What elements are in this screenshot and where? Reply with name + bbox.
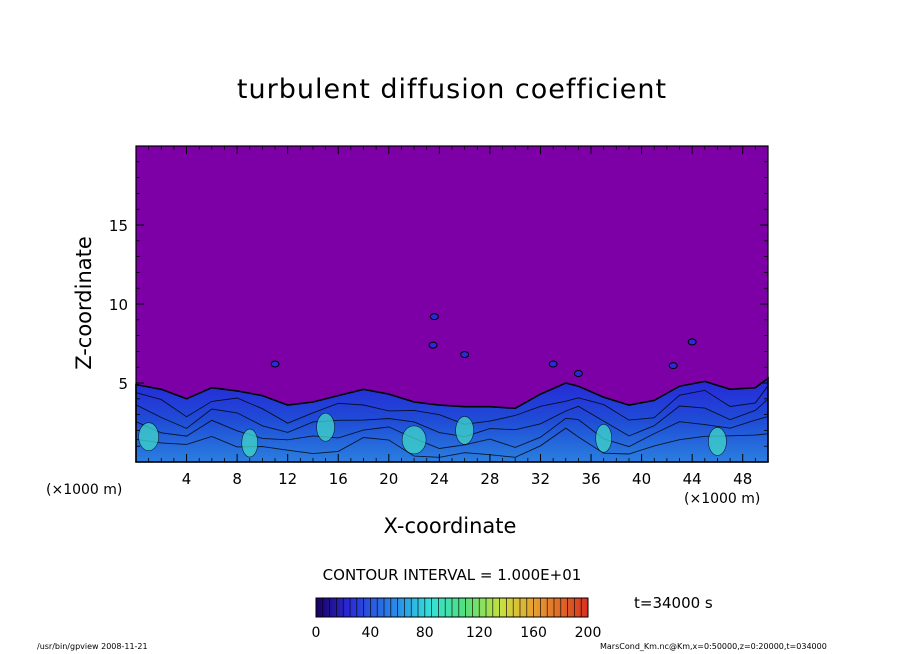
x-tick-label: 32	[531, 470, 550, 488]
x-tick-label: 4	[182, 470, 192, 488]
turbulence-patch	[241, 428, 259, 458]
turbulence-patch	[138, 422, 159, 452]
colorbar-tick-label: 160	[520, 625, 547, 641]
x-tick-label: 36	[581, 470, 600, 488]
x-tick-label: 40	[632, 470, 651, 488]
colorbar-tick-label: 200	[575, 625, 602, 641]
footer-left: /usr/bin/gpview 2008-11-21	[37, 642, 148, 651]
turbulence-patch	[595, 423, 612, 453]
x-tick-label: 28	[480, 470, 499, 488]
x-tick-label: 44	[683, 470, 702, 488]
x-axis-unit-left: (×1000 m)	[46, 482, 123, 498]
turbulence-patch	[455, 416, 474, 445]
turbulence-patch	[316, 412, 335, 442]
time-label: t=34000 s	[634, 594, 713, 612]
x-axis-unit-right: (×1000 m)	[684, 491, 761, 507]
contour-blob	[573, 370, 583, 378]
contour-interval-label: CONTOUR INTERVAL = 1.000E+01	[322, 566, 582, 584]
x-axis-label: X-coordinate	[383, 514, 517, 538]
turbulence-patch	[708, 427, 727, 456]
colorbar-tick-label: 40	[361, 625, 379, 641]
colorbar-tick-label: 80	[416, 625, 434, 641]
contour-blob	[428, 341, 438, 349]
footer-right: MarsCond_Km.nc@Km,x=0:50000,z=0:20000,t=…	[600, 642, 827, 651]
y-tick-label: 5	[118, 375, 128, 393]
contour-blob	[460, 351, 470, 359]
colorbar-tick-label: 120	[466, 625, 493, 641]
contour-blob	[429, 313, 439, 321]
x-tick-label: 24	[430, 470, 449, 488]
contour-blob	[548, 360, 558, 368]
x-tick-label: 12	[278, 470, 297, 488]
turbulence-patch	[401, 425, 427, 455]
x-tick-label: 16	[329, 470, 348, 488]
x-tick-label: 48	[733, 470, 752, 488]
chart-title: turbulent diffusion coefficient	[236, 74, 668, 105]
contour-blob	[668, 362, 678, 370]
contour-blob	[270, 360, 280, 368]
y-tick-label: 15	[109, 217, 128, 235]
colorbar-tick-label: 0	[312, 625, 321, 641]
y-tick-label: 10	[109, 296, 128, 314]
contour-blob	[687, 338, 697, 346]
x-tick-label: 8	[232, 470, 242, 488]
x-tick-label: 20	[379, 470, 398, 488]
